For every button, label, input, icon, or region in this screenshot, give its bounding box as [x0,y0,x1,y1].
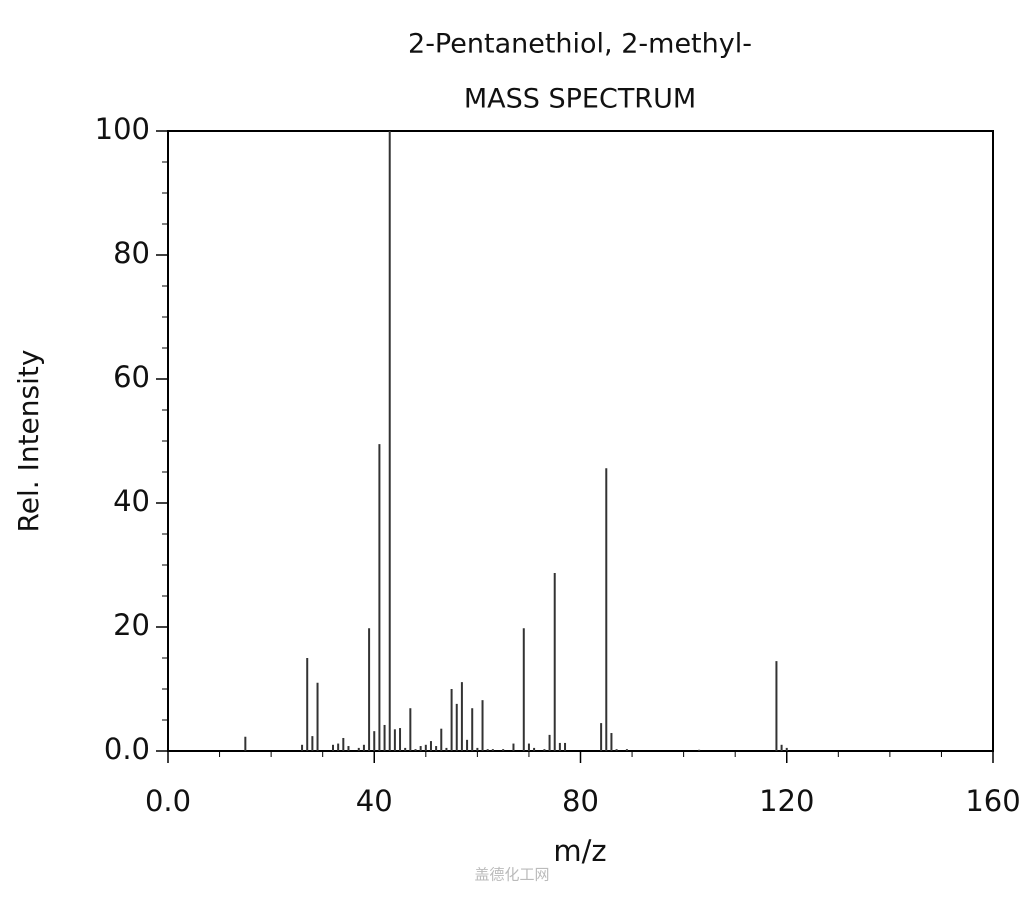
x-tick-label: 120 [759,784,814,818]
y-tick-label: 100 [95,112,150,146]
y-tick-label: 20 [113,608,150,642]
x-tick-label: 0.0 [145,784,191,818]
y-tick-label: 80 [113,236,150,270]
x-tick-label: 40 [356,784,393,818]
y-tick-label: 0.0 [104,732,150,766]
y-axis-label: Rel. Intensity [12,350,45,533]
chart-title: 2-Pentanethiol, 2-methyl- [408,29,752,60]
y-tick-label: 40 [113,484,150,518]
y-tick-label: 60 [113,360,150,394]
x-tick-label: 80 [562,784,599,818]
watermark: 盖德化工网 [474,866,549,884]
plot-frame [167,130,994,752]
x-tick-label: 160 [965,784,1020,818]
chart-subtitle: MASS SPECTRUM [464,84,696,115]
x-axis-label: m/z [553,834,606,868]
